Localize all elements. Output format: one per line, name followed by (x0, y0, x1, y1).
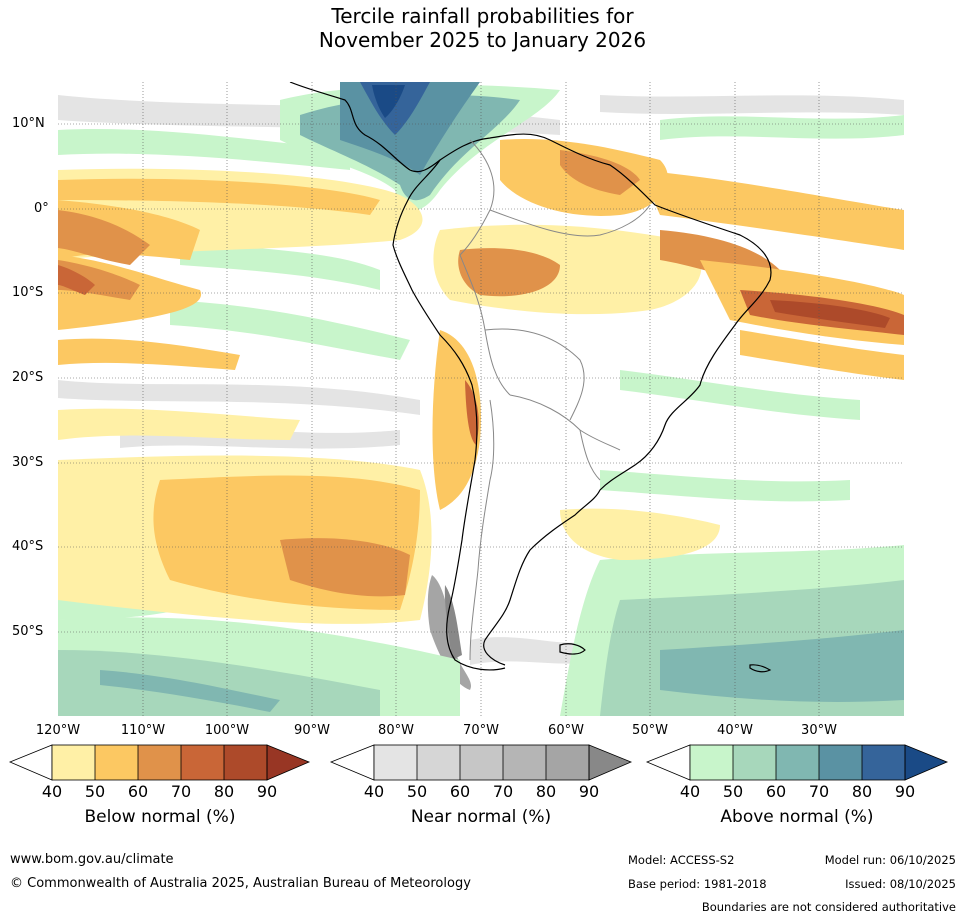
above-normal-region (600, 470, 850, 502)
lon-label: 50°W (632, 723, 668, 738)
lat-label: 0° (34, 201, 49, 216)
lon-label: 110°W (120, 723, 166, 738)
below-normal-region (465, 380, 479, 445)
colorbar-label-near: Near normal (%) (410, 807, 552, 827)
model-run-date: Model run: 06/10/2025 (824, 853, 956, 867)
colorbar-tick: 70 (170, 782, 192, 801)
above-normal-region (180, 240, 380, 290)
colorbar-tick: 80 (535, 782, 557, 801)
lat-label: 10°S (12, 285, 44, 300)
title-line-2: November 2025 to January 2026 (318, 28, 647, 52)
colorbar-tick: 90 (256, 782, 278, 801)
near-normal-region (444, 585, 462, 660)
colorbar-tick: 50 (722, 782, 744, 801)
lat-label: 30°S (12, 455, 44, 470)
colorbar-tick: 60 (765, 782, 787, 801)
base-period: Base period: 1981-2018 (628, 877, 767, 891)
lat-label: 20°S (12, 370, 44, 385)
copyright-text: © Commonwealth of Australia 2025, Austra… (10, 876, 471, 891)
below-normal-region (58, 408, 300, 440)
colorbar-tick: 90 (894, 782, 916, 801)
boundary-disclaimer: Boundaries are not considered authoritat… (701, 900, 956, 914)
below-normal-region (560, 150, 640, 195)
colorbar-near-normal (329, 744, 633, 781)
near-normal-region (58, 380, 420, 415)
model-name: Model: ACCESS-S2 (628, 853, 735, 867)
below-normal-region (58, 338, 240, 370)
above-normal-region (100, 670, 280, 712)
above-normal-region (372, 85, 405, 118)
title-line-1: Tercile rainfall probabilities for (331, 4, 634, 28)
lat-label: 40°S (12, 539, 44, 554)
above-normal-region (58, 129, 350, 170)
colorbar-below-normal (8, 744, 311, 781)
colorbar-tick: 40 (363, 782, 385, 801)
lon-label: 70°W (463, 723, 499, 738)
above-normal-region (660, 115, 904, 140)
colorbar-tick: 50 (84, 782, 106, 801)
lon-label: 40°W (717, 723, 753, 738)
above-normal-region (58, 650, 380, 716)
map-title: Tercile rainfall probabilities for Novem… (0, 4, 965, 52)
below-normal-region (432, 330, 481, 510)
colorbar-tick: 40 (679, 782, 701, 801)
colorbar-tick: 60 (127, 782, 149, 801)
colorbar-tick: 80 (213, 782, 235, 801)
below-normal-region (770, 300, 890, 328)
below-normal-region (740, 330, 904, 380)
near-normal-region (600, 95, 904, 115)
below-normal-region (58, 265, 95, 295)
below-normal-region (58, 178, 380, 215)
above-normal-region (620, 370, 860, 420)
above-normal-region (660, 630, 904, 702)
coastline (289, 82, 772, 673)
above-normal-region (170, 300, 410, 360)
lon-label: 100°W (204, 723, 250, 738)
colorbar-tick: 50 (406, 782, 428, 801)
colorbar-tick: 60 (449, 782, 471, 801)
website-link[interactable]: www.bom.gov.au/climate (10, 852, 174, 867)
colorbar-tick: 40 (41, 782, 63, 801)
colorbar-tick: 70 (808, 782, 830, 801)
below-normal-region (640, 170, 904, 250)
lat-label: 50°S (12, 624, 44, 639)
colorbar-tick: 90 (578, 782, 600, 801)
lon-label: 30°W (801, 723, 837, 738)
lon-label: 120°W (35, 723, 81, 738)
colorbar-tick: 70 (492, 782, 514, 801)
lon-label: 90°W (294, 723, 330, 738)
gridlines (58, 82, 904, 716)
colorbar-tick: 80 (851, 782, 873, 801)
colorbar-label-below: Below normal (%) (84, 807, 236, 827)
lon-label: 80°W (378, 723, 414, 738)
lon-label: 60°W (548, 723, 584, 738)
below-normal-region (58, 210, 150, 265)
lat-label: 10°N (12, 116, 45, 131)
issued-date: Issued: 08/10/2025 (845, 877, 956, 891)
below-normal-region (280, 538, 410, 597)
colorbar-label-above: Above normal (%) (720, 807, 874, 827)
below-normal-region (458, 248, 560, 297)
country-boundaries (459, 139, 651, 661)
colorbar-above-normal (645, 744, 949, 781)
